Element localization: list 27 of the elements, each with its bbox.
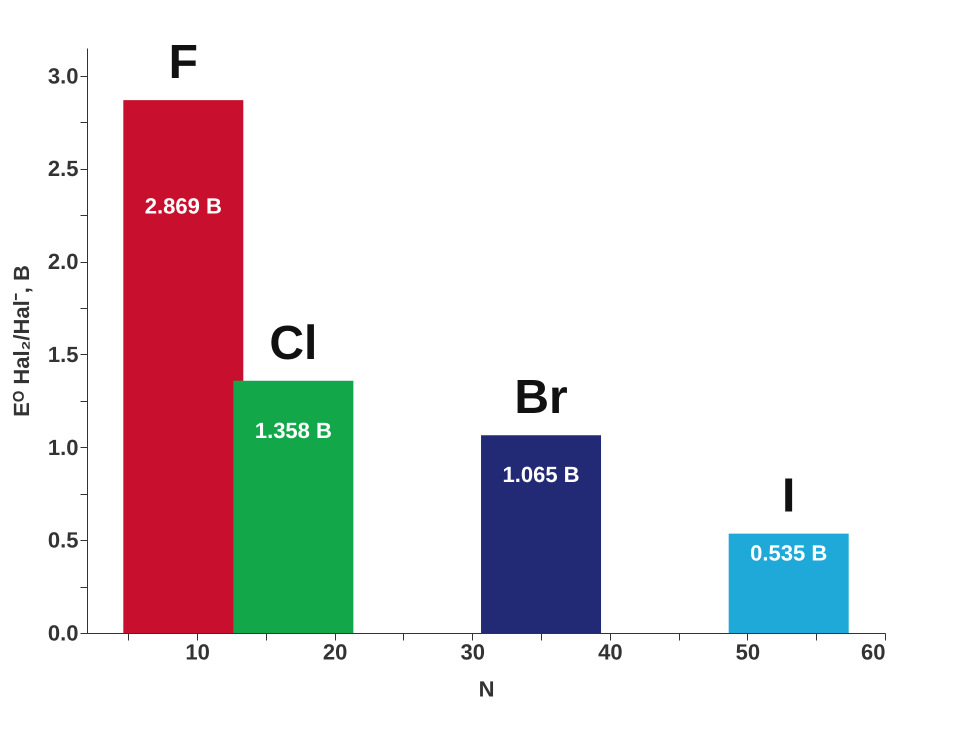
x-tick-label: 60: [861, 640, 886, 664]
bar: [728, 534, 849, 633]
annotation: F: [168, 36, 198, 90]
bar: [233, 380, 354, 633]
y-tick-label: 2.0: [48, 249, 78, 274]
annotation: Cl: [269, 316, 318, 370]
x-axis-title: N: [478, 676, 494, 702]
x-tick-label: 40: [598, 640, 623, 664]
y-tick-label: 2.5: [48, 156, 78, 182]
data-label: 2.869 B: [144, 194, 222, 219]
x-tick-label: 20: [322, 640, 348, 664]
y-axis-title: Eᴼ Hal₂/Hal⁻, B: [8, 265, 34, 417]
y-tick-label: 0.5: [48, 528, 78, 553]
data-label: 0.535 B: [750, 540, 828, 566]
x-tick-label: 50: [736, 640, 760, 664]
data-label: 1.065 B: [502, 462, 580, 487]
y-tick-label: 1.5: [48, 342, 78, 367]
y-tick-label: 0.0: [48, 620, 78, 646]
bar: [481, 435, 602, 633]
data-label: 1.358 B: [254, 418, 332, 444]
y-tick-label: 1.0: [48, 434, 78, 460]
annotation: Br: [514, 371, 568, 424]
bar: [123, 100, 244, 633]
x-tick-label: 30: [460, 640, 485, 664]
annotation: I: [782, 470, 796, 523]
y-tick-label: 3.0: [48, 63, 78, 88]
x-tick-label: 10: [185, 640, 210, 664]
